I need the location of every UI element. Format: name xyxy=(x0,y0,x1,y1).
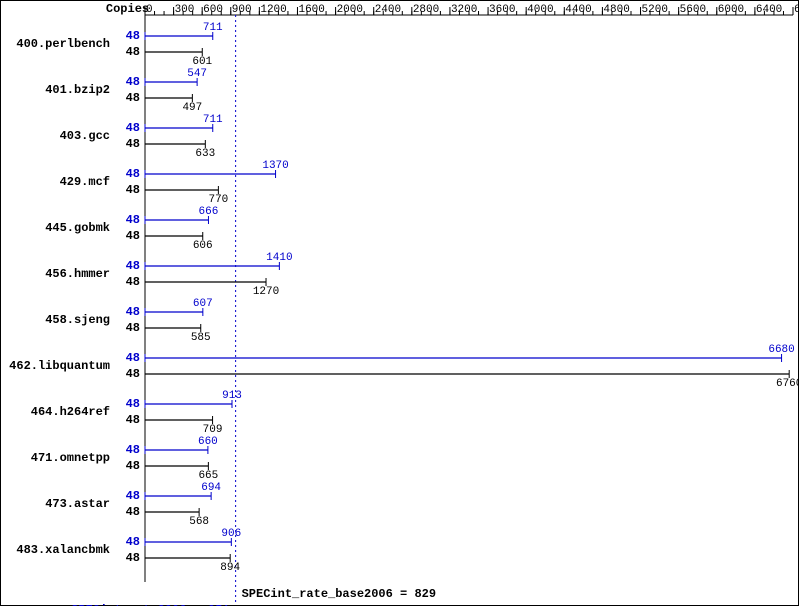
copies-peak: 48 xyxy=(126,213,140,227)
peak-bar-value: 711 xyxy=(203,22,223,34)
peak-bar-value: 694 xyxy=(201,482,221,494)
base-bar-value: 601 xyxy=(192,56,212,68)
base-bar-value: 633 xyxy=(195,148,215,160)
benchmark-label: 471.omnetpp xyxy=(31,451,110,465)
benchmark-label: 483.xalancbmk xyxy=(16,543,110,557)
copies-base: 48 xyxy=(126,459,140,473)
base-bar-value: 606 xyxy=(193,240,213,252)
copies-peak: 48 xyxy=(126,75,140,89)
peak-bar-value: 1410 xyxy=(266,252,292,264)
axis-tick-label: 2400 xyxy=(375,4,401,16)
axis-tick-label: 2000 xyxy=(337,4,363,16)
copies-base: 48 xyxy=(126,183,140,197)
copies-base: 48 xyxy=(126,321,140,335)
axis-tick-label: 2800 xyxy=(413,4,439,16)
peak-bar-value: 6680 xyxy=(768,344,794,356)
copies-peak: 48 xyxy=(126,535,140,549)
benchmark-label: 473.astar xyxy=(45,497,110,511)
base-bar-value: 6760 xyxy=(776,378,799,390)
axis-tick-label: 5600 xyxy=(680,4,706,16)
copies-peak: 48 xyxy=(126,443,140,457)
benchmark-label: 429.mcf xyxy=(60,175,110,189)
copies-peak: 48 xyxy=(126,121,140,135)
benchmark-label: 403.gcc xyxy=(60,129,110,143)
base-bar-value: 894 xyxy=(220,562,240,574)
copies-base: 48 xyxy=(126,413,140,427)
base-bar-value: 585 xyxy=(191,332,211,344)
copies-base: 48 xyxy=(126,91,140,105)
axis-tick-label: 900 xyxy=(232,4,252,16)
axis-tick-label: 5200 xyxy=(642,4,668,16)
base-bar-value: 770 xyxy=(208,194,228,206)
peak-bar-value: 711 xyxy=(203,114,223,126)
axis-tick-label: 6800 xyxy=(794,4,799,16)
copies-peak: 48 xyxy=(126,305,140,319)
benchmark-label: 400.perlbench xyxy=(16,37,110,51)
axis-tick-label: 4000 xyxy=(527,4,553,16)
axis-tick-label: 6000 xyxy=(718,4,744,16)
copies-peak: 48 xyxy=(126,259,140,273)
peak-bar-value: 666 xyxy=(199,206,219,218)
copies-base: 48 xyxy=(126,229,140,243)
axis-tick-label: 4400 xyxy=(565,4,591,16)
copies-base: 48 xyxy=(126,551,140,565)
spec-rate-chart: 0300600900120016002000240028003200360040… xyxy=(0,0,799,606)
base-bar-value: 709 xyxy=(203,424,223,436)
axis-tick-label: 1200 xyxy=(260,4,286,16)
peak-bar-value: 906 xyxy=(221,528,241,540)
peak-bar-value: 1370 xyxy=(262,160,288,172)
benchmark-label: 401.bzip2 xyxy=(45,83,110,97)
peak-bar-value: 547 xyxy=(187,68,207,80)
copies-peak: 48 xyxy=(126,351,140,365)
base-bar-value: 1270 xyxy=(253,286,279,298)
axis-tick-label: 300 xyxy=(175,4,195,16)
peak-bar-value: 660 xyxy=(198,436,218,448)
axis-tick-label: 1600 xyxy=(298,4,324,16)
copies-peak: 48 xyxy=(126,489,140,503)
copies-base: 48 xyxy=(126,505,140,519)
axis-tick-label: 600 xyxy=(203,4,223,16)
summary-base: SPECint_rate_base2006 = 829 xyxy=(242,587,436,601)
copies-base: 48 xyxy=(126,45,140,59)
copies-base: 48 xyxy=(126,137,140,151)
peak-bar-value: 913 xyxy=(222,390,242,402)
benchmark-label: 445.gobmk xyxy=(45,221,110,235)
axis-tick-label: 4800 xyxy=(603,4,629,16)
benchmark-label: 462.libquantum xyxy=(9,359,110,373)
benchmark-label: 458.sjeng xyxy=(45,313,110,327)
copies-peak: 48 xyxy=(126,167,140,181)
axis-tick-label: 3600 xyxy=(489,4,515,16)
benchmark-label: 464.h264ref xyxy=(31,405,110,419)
copies-base: 48 xyxy=(126,275,140,289)
copies-base: 48 xyxy=(126,367,140,381)
benchmark-label: 456.hmmer xyxy=(45,267,110,281)
base-bar-value: 497 xyxy=(182,102,202,114)
base-bar-value: 568 xyxy=(189,516,209,528)
peak-bar-value: 607 xyxy=(193,298,213,310)
copies-peak: 48 xyxy=(126,397,140,411)
axis-tick-label: 6400 xyxy=(756,4,782,16)
base-bar-value: 665 xyxy=(198,470,218,482)
chart-border xyxy=(1,1,799,606)
axis-tick-label: 3200 xyxy=(451,4,477,16)
copies-heading: Copies xyxy=(106,2,149,16)
copies-peak: 48 xyxy=(126,29,140,43)
